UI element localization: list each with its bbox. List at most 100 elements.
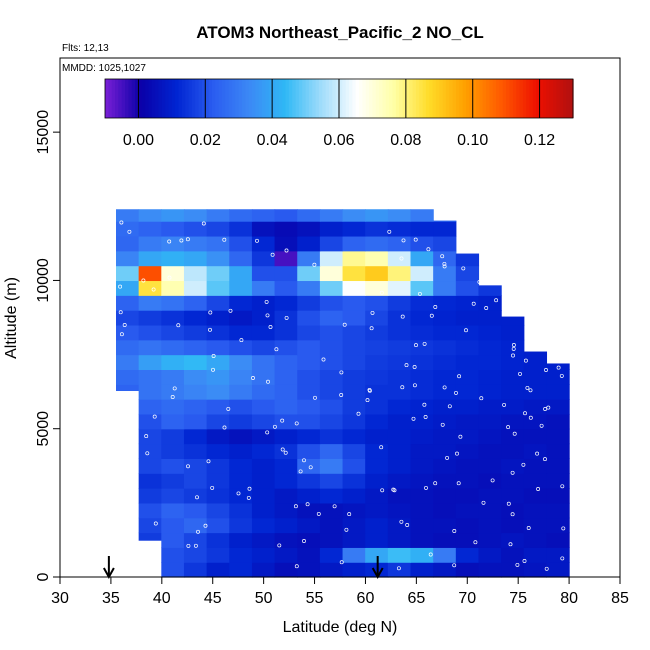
sample-point: [369, 326, 374, 331]
curtain-cell: [138, 295, 162, 311]
sample-point: [456, 481, 461, 486]
curtain-cell: [183, 473, 208, 489]
curtain-cell: [410, 209, 434, 222]
curtain-cell: [342, 458, 366, 474]
colorbar-segment: [315, 79, 320, 118]
colorbar-segment: [449, 79, 454, 118]
colorbar-segment: [222, 79, 226, 118]
sample-point: [308, 465, 313, 470]
x-tick-label: 40: [153, 590, 171, 607]
curtain-cell: [138, 235, 162, 252]
curtain-cell: [251, 221, 276, 237]
curtain-cell: [206, 562, 230, 578]
curtain-cell: [116, 280, 140, 296]
curtain-cell: [297, 280, 321, 296]
curtain-cell: [342, 310, 366, 326]
colorbar-segment: [215, 79, 220, 118]
sample-point: [176, 323, 181, 328]
curtain-cell: [116, 339, 140, 356]
sample-point: [392, 488, 397, 493]
sample-point: [145, 451, 150, 456]
colorbar-segment: [549, 79, 554, 118]
colorbar-segment: [138, 79, 143, 118]
sample-point: [422, 341, 427, 346]
curtain-cell: [501, 532, 525, 548]
curtain-cell: [297, 369, 321, 385]
curtain-cell: [410, 532, 434, 548]
sample-point: [118, 284, 123, 289]
colorbar-segment: [118, 79, 123, 118]
colorbar-segment: [466, 79, 470, 118]
curtain-cell: [297, 339, 321, 356]
sample-point: [151, 287, 156, 292]
curtain-cell: [478, 562, 502, 578]
sample-point: [274, 347, 279, 352]
curtain-cell: [183, 209, 208, 222]
curtain-cell: [455, 339, 480, 356]
curtain-cell: [478, 473, 502, 489]
colorbar-segment: [228, 79, 233, 118]
curtain-cell: [501, 502, 525, 519]
sample-point: [473, 540, 478, 545]
curtain-cell: [478, 399, 502, 415]
curtain-cell: [342, 250, 366, 267]
sample-point: [544, 368, 548, 372]
sample-point: [264, 299, 269, 304]
curtain-cell: [387, 310, 412, 326]
curtain-cell: [365, 295, 389, 311]
curtain-cell: [274, 354, 298, 370]
curtain-cell: [342, 265, 366, 282]
colorbar-segment: [402, 79, 407, 118]
curtain-cell: [274, 369, 298, 385]
curtain-cell: [161, 209, 185, 222]
curtain-cell: [387, 280, 412, 296]
sample-point: [208, 310, 213, 315]
curtain-cell: [161, 310, 185, 326]
curtain-cell: [478, 339, 502, 356]
curtain-cell: [478, 517, 502, 534]
curtain-cell: [501, 488, 525, 504]
colorbar-segment: [442, 79, 447, 118]
curtain-cell: [410, 399, 434, 415]
colorbar-segment: [385, 79, 390, 118]
curtain-cell: [455, 458, 480, 474]
curtain-cell: [455, 369, 480, 385]
colorbar-segment: [445, 79, 450, 118]
curtain-cell: [546, 532, 570, 548]
curtain-cell: [251, 250, 276, 267]
curtain-cell: [274, 221, 298, 237]
y-tick-label: 5000: [35, 411, 52, 447]
curtain-cell: [274, 384, 298, 400]
curtain-cell: [319, 532, 344, 548]
curtain-cell: [251, 209, 276, 222]
sample-point: [523, 411, 527, 416]
curtain-cell: [297, 324, 321, 341]
curtain-cell: [206, 547, 230, 563]
sample-point: [452, 563, 457, 568]
curtain-cell: [501, 443, 525, 459]
curtain-cell: [274, 209, 298, 222]
curtain-cell: [229, 250, 253, 267]
colorbar-segment: [542, 79, 547, 118]
curtain-cell: [319, 399, 344, 415]
curtain-cell: [410, 295, 434, 311]
curtain-cell: [523, 369, 548, 385]
curtain-cell: [501, 399, 525, 415]
sample-point: [270, 252, 275, 257]
curtain-cell: [365, 221, 389, 237]
curtain-cell: [274, 295, 298, 311]
curtain-cell: [410, 562, 434, 578]
curtain-cell: [297, 517, 321, 534]
sample-point: [502, 402, 507, 407]
colorbar-segment: [115, 79, 119, 118]
curtain-cell: [138, 209, 162, 222]
colorbar-segment: [512, 79, 517, 118]
curtain-cell: [251, 443, 276, 459]
colorbar-segment: [395, 79, 400, 118]
curtain-cell: [297, 547, 321, 563]
curtain-cell: [297, 384, 321, 400]
curtain-cell: [546, 363, 570, 370]
sample-point: [312, 262, 317, 267]
curtain-cell: [501, 413, 525, 430]
curtain-cell: [433, 428, 457, 445]
